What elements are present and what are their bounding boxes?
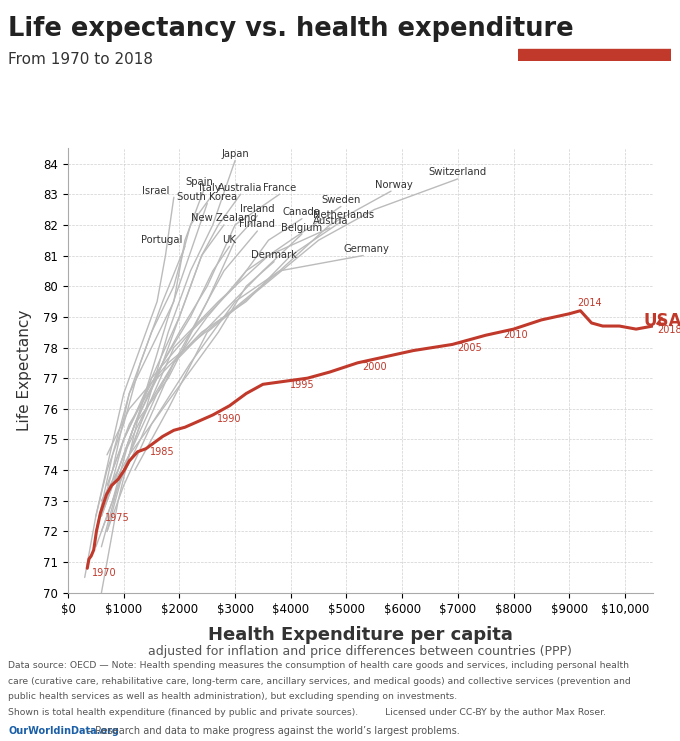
Text: Shown is total health expenditure (financed by public and private sources).     : Shown is total health expenditure (finan… bbox=[8, 708, 606, 717]
Text: UK: UK bbox=[222, 235, 237, 245]
Text: Israel: Israel bbox=[142, 186, 169, 196]
Text: Canada: Canada bbox=[283, 207, 321, 217]
Text: Norway: Norway bbox=[375, 179, 413, 190]
Text: Sweden: Sweden bbox=[321, 195, 360, 205]
Text: 1995: 1995 bbox=[290, 380, 314, 390]
Text: Japan: Japan bbox=[221, 149, 249, 159]
Text: adjusted for inflation and price differences between countries (PPP): adjusted for inflation and price differe… bbox=[148, 645, 573, 658]
Text: 1990: 1990 bbox=[218, 413, 242, 424]
Text: Netherlands: Netherlands bbox=[313, 210, 374, 220]
Text: 2014: 2014 bbox=[577, 298, 602, 308]
Text: Belgium: Belgium bbox=[282, 222, 322, 233]
Text: Data source: OECD — Note: Health spending measures the consumption of health car: Data source: OECD — Note: Health spendin… bbox=[8, 661, 629, 670]
Text: Our World: Our World bbox=[557, 15, 632, 28]
Text: 1985: 1985 bbox=[150, 448, 175, 457]
Text: care (curative care, rehabilitative care, long-term care, ancillary services, an: care (curative care, rehabilitative care… bbox=[8, 677, 631, 685]
Text: 2005: 2005 bbox=[457, 343, 481, 353]
Text: 1970: 1970 bbox=[92, 568, 116, 578]
Text: – Research and data to make progress against the world’s largest problems.: – Research and data to make progress aga… bbox=[84, 726, 460, 736]
Text: France: France bbox=[263, 183, 296, 193]
Y-axis label: Life Expectancy: Life Expectancy bbox=[17, 310, 32, 431]
Text: Denmark: Denmark bbox=[251, 250, 297, 260]
Text: Health Expenditure per capita: Health Expenditure per capita bbox=[208, 626, 513, 644]
Text: Australia: Australia bbox=[218, 183, 263, 193]
Text: Germany: Germany bbox=[343, 244, 389, 254]
Text: New Zealand: New Zealand bbox=[191, 213, 257, 223]
Text: Austria: Austria bbox=[313, 216, 349, 227]
Bar bbox=[518, 49, 671, 61]
Text: 2000: 2000 bbox=[362, 362, 387, 371]
Text: From 1970 to 2018: From 1970 to 2018 bbox=[8, 52, 153, 67]
Text: public health services as well as health administration), but excluding spending: public health services as well as health… bbox=[8, 692, 457, 701]
Text: Spain: Spain bbox=[185, 176, 213, 187]
Text: South Korea: South Korea bbox=[177, 192, 237, 202]
Text: 1975: 1975 bbox=[105, 513, 130, 522]
Text: 2018: 2018 bbox=[658, 325, 680, 335]
Text: in Data: in Data bbox=[568, 33, 622, 45]
Text: Italy: Italy bbox=[199, 183, 221, 193]
Text: USA: USA bbox=[643, 312, 680, 330]
Text: Life expectancy vs. health expenditure: Life expectancy vs. health expenditure bbox=[8, 16, 574, 42]
Text: Finland: Finland bbox=[239, 219, 275, 230]
Text: Portugal: Portugal bbox=[141, 235, 182, 245]
Text: Ireland: Ireland bbox=[240, 204, 275, 214]
Text: OurWorldinData.org: OurWorldinData.org bbox=[8, 726, 119, 736]
Text: Switzerland: Switzerland bbox=[429, 167, 487, 177]
Text: 2010: 2010 bbox=[503, 330, 528, 339]
